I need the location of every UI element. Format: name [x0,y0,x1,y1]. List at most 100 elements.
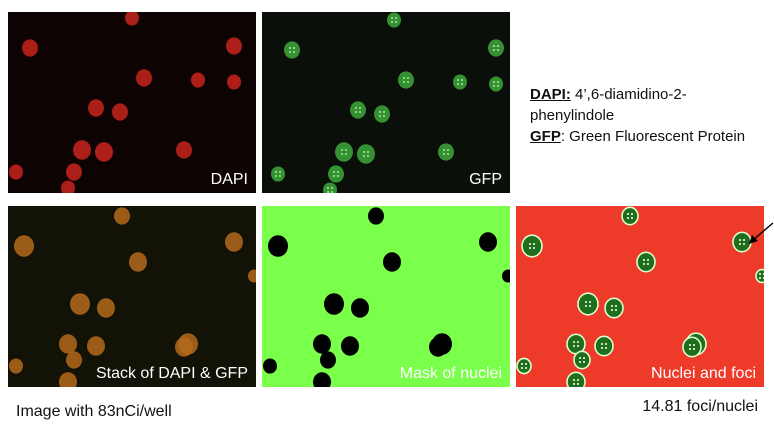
nucleus [429,337,447,357]
nucleus-speckle [743,239,745,241]
nucleus-speckle [529,247,531,249]
nuclei-mask-image [263,207,510,387]
nucleus [573,350,591,370]
nucleus-speckle [615,305,617,307]
nucleus [438,143,454,161]
nucleus-speckle [497,49,499,51]
nucleus-speckle [763,277,764,279]
nucleus-speckle [493,85,495,87]
nucleus-speckle [525,367,527,369]
dapi-key: DAPI: [530,86,571,103]
dapi-nuclei-image [9,12,242,193]
gfp-label: GFP [469,171,502,188]
pointer-arrow-icon [749,222,774,244]
nucleus-speckle [689,344,691,346]
dapi-image-panel: DAPI [8,12,256,193]
nucleus-speckle [341,153,343,155]
nucleus-speckle [533,247,535,249]
nucleus [755,268,764,284]
nucleus [263,358,277,374]
nucleus-speckle [693,344,695,346]
nucleus-speckle [327,187,329,189]
nucleus [453,74,467,90]
nucleus [351,298,369,318]
nucleus-speckle [643,263,645,265]
nucleus-speckle [391,17,393,19]
nucleus [271,166,285,182]
nucleus-speckle [355,111,357,113]
gfp-key: GFP [530,128,561,145]
nucleus [383,252,401,272]
nucleus [328,165,344,183]
nucleus-speckle [461,79,463,81]
nucleus-speckle [693,348,695,350]
nucleus-speckle [577,341,579,343]
nucleus-speckle [363,155,365,157]
nucleus-speckle [605,343,607,345]
nucleus-speckle [293,47,295,49]
nucleus [14,235,34,257]
foci-count-caption: 14.81 foci/nuclei [642,398,758,415]
nucleus [66,351,82,369]
nucleus [129,252,147,272]
nucleus [66,163,82,181]
nucleus [176,141,192,159]
nucleus-speckle [497,81,499,83]
nucleus-speckle [497,85,499,87]
nucleus [225,232,243,252]
mask-label: Mask of nuclei [399,365,502,382]
nucleus-speckle [521,367,523,369]
nucleus [88,99,104,117]
nucleus-speckle [573,383,575,385]
nucleus-speckle [643,259,645,261]
nucleus [521,234,543,258]
nucleus [136,69,152,87]
nucleus-speckle [631,213,633,215]
nucleus-speckle [341,149,343,151]
nucleus-speckle [631,217,633,219]
nucleus [398,71,414,89]
nucleus [9,358,23,374]
gfp-nuclei-image [271,12,504,193]
nucleus-speckle [395,21,397,23]
nucleus [9,164,23,180]
nucleus [227,74,241,90]
nucleus [479,232,497,252]
nucleus-speckle [293,51,295,53]
nucleus [248,269,256,283]
nucleus-speckle [759,273,761,275]
nucleus-speckle [279,175,281,177]
nucleus-speckle [573,345,575,347]
nucleus-speckle [611,305,613,307]
nucleus-speckle [763,273,764,275]
nucleus-speckle [585,305,587,307]
nucleus [516,357,532,375]
dapi-definition: 4’,6-diamidino-2-phenylindole [530,86,687,124]
nucleus-speckle [359,111,361,113]
nucleus [489,76,503,92]
stack-nuclei-image [9,207,256,387]
nucleus-speckle [443,153,445,155]
nucleus-speckle [331,187,333,189]
nucleus-speckle [615,309,617,311]
dose-caption: Image with 83nCi/well [16,403,172,420]
nucleus-speckle [407,77,409,79]
nucleus [313,334,331,354]
nucleus-speckle [577,345,579,347]
nucleus [175,337,193,357]
nucleus [350,101,366,119]
nucleus [374,105,390,123]
gfp-image-panel: GFP [262,12,510,193]
nucleus-speckle [573,341,575,343]
nucleus-speckle [601,343,603,345]
nucleus-speckle [367,151,369,153]
nucleus-speckle [627,213,629,215]
nucleus-speckle [583,357,585,359]
nucleus-speckle [289,47,291,49]
foci-label: Nuclei and foci [651,365,756,382]
nucleus [502,269,510,283]
nucleus-speckle [689,348,691,350]
nucleus-speckle [589,301,591,303]
nucleus-speckle [647,259,649,261]
nucleus-speckle [743,243,745,245]
